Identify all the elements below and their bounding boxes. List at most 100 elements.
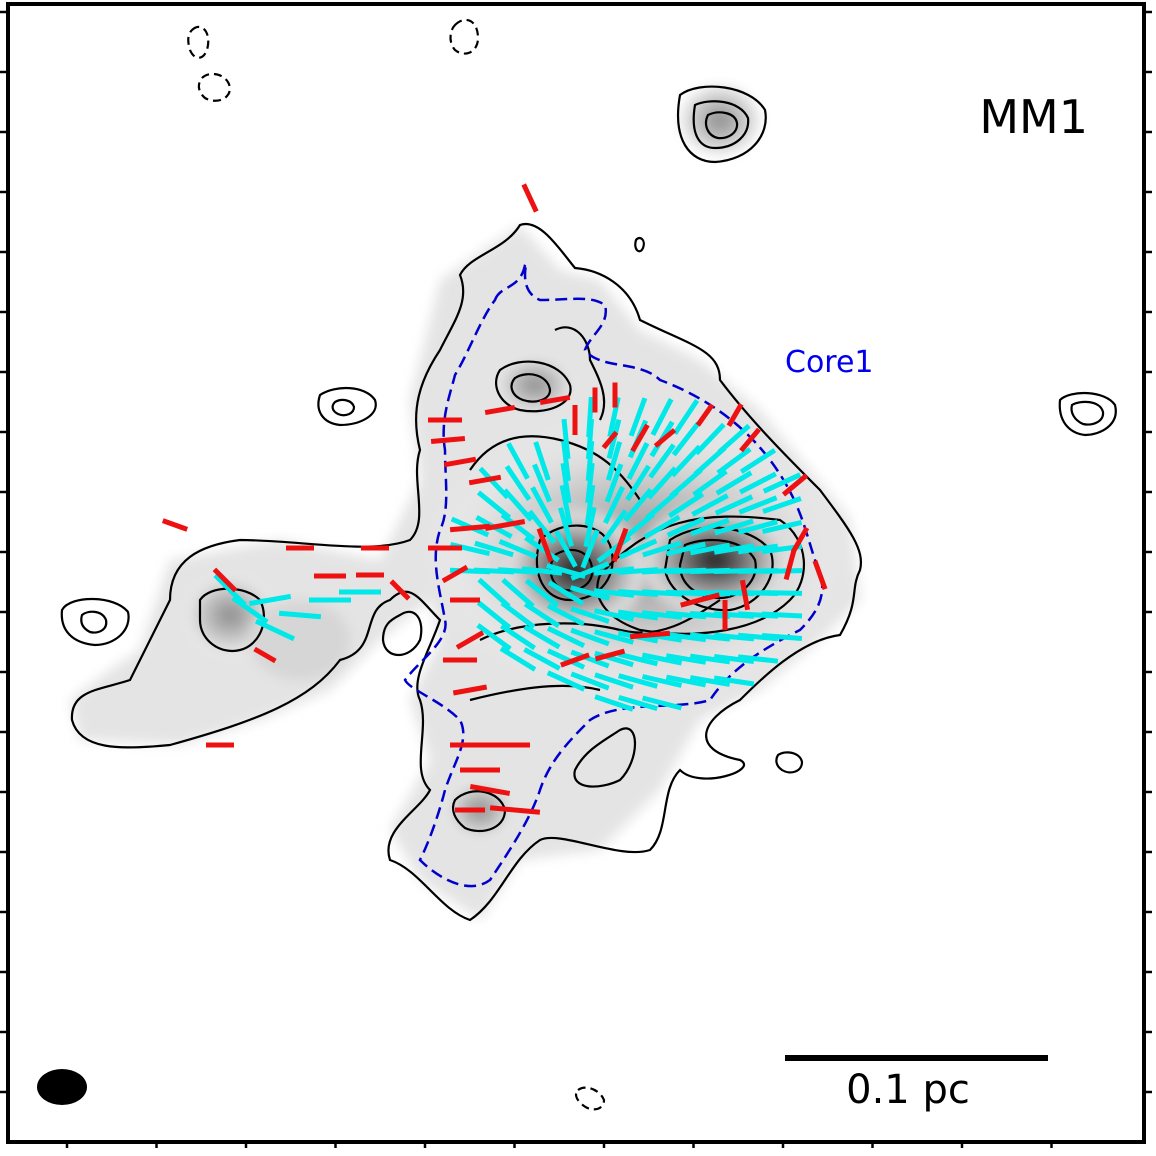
vector-cyan [594, 629, 634, 645]
vector-cyan [278, 610, 322, 620]
vector-cyan [547, 580, 585, 606]
vector-red [161, 518, 189, 532]
vector-cyan [478, 466, 510, 500]
vector-cyan [584, 484, 596, 526]
vector-cyan [231, 595, 269, 625]
vector-cyan [570, 606, 610, 624]
vector-cyan [650, 398, 674, 436]
vector-cyan [532, 463, 552, 503]
polarization-vectors-cyan [213, 396, 803, 712]
vector-cyan [547, 603, 585, 627]
vector-cyan [762, 472, 802, 494]
vector-cyan [761, 568, 803, 574]
outer-contour [70, 222, 863, 922]
beam-ellipse [37, 1069, 87, 1105]
vector-cyan [714, 518, 754, 536]
vector-cyan [641, 674, 683, 688]
vector-cyan [738, 519, 778, 535]
vector-cyan [665, 541, 707, 557]
vector-cyan [713, 543, 755, 555]
vector-cyan [648, 443, 676, 479]
vector-cyan [583, 506, 597, 548]
vector-cyan [761, 633, 803, 641]
vector-cyan [476, 623, 512, 651]
vector-red [560, 652, 590, 668]
vector-cyan [713, 675, 755, 687]
vector-cyan [476, 600, 512, 630]
vector-red [484, 519, 526, 531]
vector-cyan [642, 540, 682, 558]
vector-red [695, 403, 715, 427]
scale-bar-label: 0.1 pc [846, 1067, 970, 1113]
vector-red [726, 402, 744, 428]
vector-red [452, 684, 488, 696]
vector-cyan [561, 440, 571, 482]
vector-cyan [714, 494, 754, 516]
vector-cyan [533, 441, 551, 481]
vector-cyan [523, 647, 561, 671]
vector-red [468, 474, 502, 486]
vector-cyan [761, 519, 803, 535]
vector-cyan [560, 462, 572, 504]
vector-cyan [617, 609, 659, 621]
vector-cyan [570, 561, 610, 581]
vector-cyan [506, 442, 530, 480]
vector-cyan [618, 673, 658, 689]
vector-cyan [603, 485, 625, 525]
vector-red [601, 430, 619, 450]
vector-cyan [523, 601, 561, 629]
vector-cyan [670, 444, 702, 478]
vector-red [611, 527, 629, 563]
vector-red [790, 526, 810, 554]
vector-cyan [504, 465, 532, 501]
vector-red [629, 630, 671, 640]
vector-cyan [594, 694, 634, 712]
vector-cyan [554, 530, 578, 568]
vector-cyan [523, 624, 561, 650]
vector-cyan [521, 566, 563, 576]
vector-cyan [737, 654, 779, 664]
vector-cyan [761, 590, 803, 596]
vector-cyan [689, 542, 731, 556]
core-region-outline [403, 261, 824, 888]
vector-red [253, 646, 277, 664]
vector-red [489, 805, 541, 815]
vector-red [521, 183, 539, 213]
panel-label: MM1 [979, 90, 1088, 144]
vector-cyan [689, 675, 731, 687]
vector-cyan [671, 421, 701, 457]
vector-cyan [665, 674, 707, 688]
vector-red [484, 404, 516, 416]
vector-cyan [665, 653, 707, 665]
vector-cyan [546, 670, 586, 692]
vector-cyan [761, 611, 803, 619]
vector-cyan [596, 534, 632, 564]
vector-cyan [713, 654, 755, 664]
vector-cyan [689, 653, 731, 665]
vector-red [212, 567, 238, 593]
vector-red [630, 423, 650, 453]
vector-cyan [623, 488, 653, 522]
plot-frame [6, 2, 1146, 1144]
vector-red [441, 564, 469, 584]
vector-cyan [739, 448, 777, 474]
vector-cyan [625, 464, 651, 502]
vector-cyan [527, 509, 557, 545]
vector-cyan [580, 529, 600, 569]
vector-cyan [604, 463, 624, 503]
vector-cyan [501, 578, 535, 608]
vector-red [783, 549, 797, 581]
vector-cyan [737, 543, 779, 555]
vector-cyan [691, 493, 729, 517]
vector-cyan [502, 488, 534, 522]
vector-cyan [530, 486, 554, 524]
vector-cyan [500, 601, 536, 629]
vector-cyan [628, 397, 648, 437]
vector-cyan [474, 540, 514, 558]
vector-red [594, 648, 626, 662]
vector-cyan [600, 509, 628, 545]
vector-red [653, 428, 677, 448]
vector-red [812, 560, 828, 590]
vector-cyan [672, 399, 700, 435]
